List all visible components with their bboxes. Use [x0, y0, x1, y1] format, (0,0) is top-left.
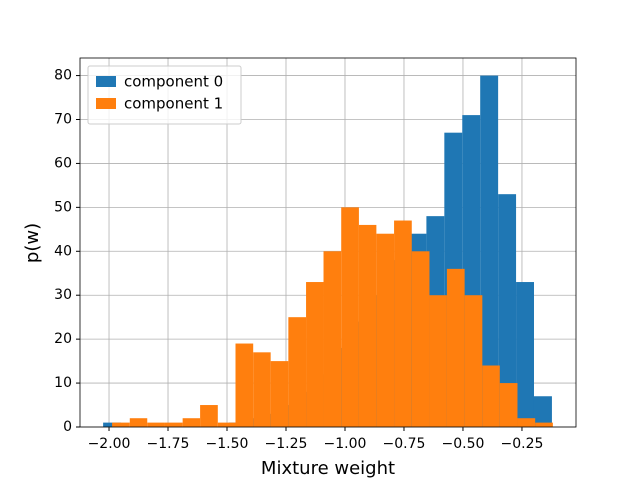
- bar: [358, 224, 377, 427]
- bar: [394, 220, 412, 427]
- legend-swatch: [96, 98, 116, 109]
- bar: [499, 383, 518, 427]
- bar: [517, 418, 536, 427]
- bar: [376, 233, 395, 427]
- bar: [129, 418, 148, 427]
- y-tick-label: 40: [54, 243, 72, 259]
- bar: [341, 207, 359, 427]
- bar: [429, 295, 447, 427]
- bar: [464, 295, 483, 427]
- bar: [147, 422, 165, 427]
- x-tick-label: −0.25: [501, 436, 544, 452]
- bar: [200, 405, 218, 427]
- bar: [164, 422, 183, 427]
- y-tick-label: 50: [54, 199, 72, 215]
- bar: [288, 317, 307, 427]
- x-tick-label: −0.50: [442, 436, 485, 452]
- bar: [112, 422, 130, 427]
- bar: [535, 422, 553, 427]
- x-tick-label: −2.00: [88, 436, 131, 452]
- x-axis-label: Mixture weight: [261, 458, 395, 479]
- bar: [217, 422, 236, 427]
- y-tick-label: 20: [54, 331, 72, 347]
- x-tick-label: −1.75: [147, 436, 190, 452]
- bar: [323, 251, 342, 427]
- bar: [235, 343, 254, 427]
- bar: [533, 396, 552, 427]
- bar: [270, 361, 289, 427]
- y-tick-label: 60: [54, 155, 72, 171]
- x-tick-label: −1.25: [265, 436, 308, 452]
- bar: [253, 352, 271, 427]
- legend-label: component 0: [124, 73, 223, 91]
- bar: [516, 282, 534, 427]
- y-axis-label: p(w): [22, 223, 43, 263]
- y-tick-label: 30: [54, 287, 72, 303]
- axes-frame: [79, 57, 577, 428]
- legend-box: [87, 65, 242, 125]
- y-tick-label: 80: [54, 68, 72, 84]
- x-tick-label: −0.75: [383, 436, 426, 452]
- bar: [306, 282, 324, 427]
- bar: [482, 365, 500, 427]
- y-tick-label: 10: [54, 375, 72, 391]
- x-tick-label: −1.00: [324, 436, 367, 452]
- bar: [480, 75, 499, 428]
- legend-label: component 1: [124, 95, 223, 113]
- bar: [446, 268, 465, 427]
- y-tick-label: 70: [54, 112, 72, 128]
- bar: [411, 251, 430, 427]
- bar: [182, 418, 201, 427]
- y-tick-label: 0: [63, 419, 72, 435]
- x-tick-label: −1.50: [206, 436, 249, 452]
- bar: [498, 194, 517, 427]
- legend-swatch: [96, 76, 116, 87]
